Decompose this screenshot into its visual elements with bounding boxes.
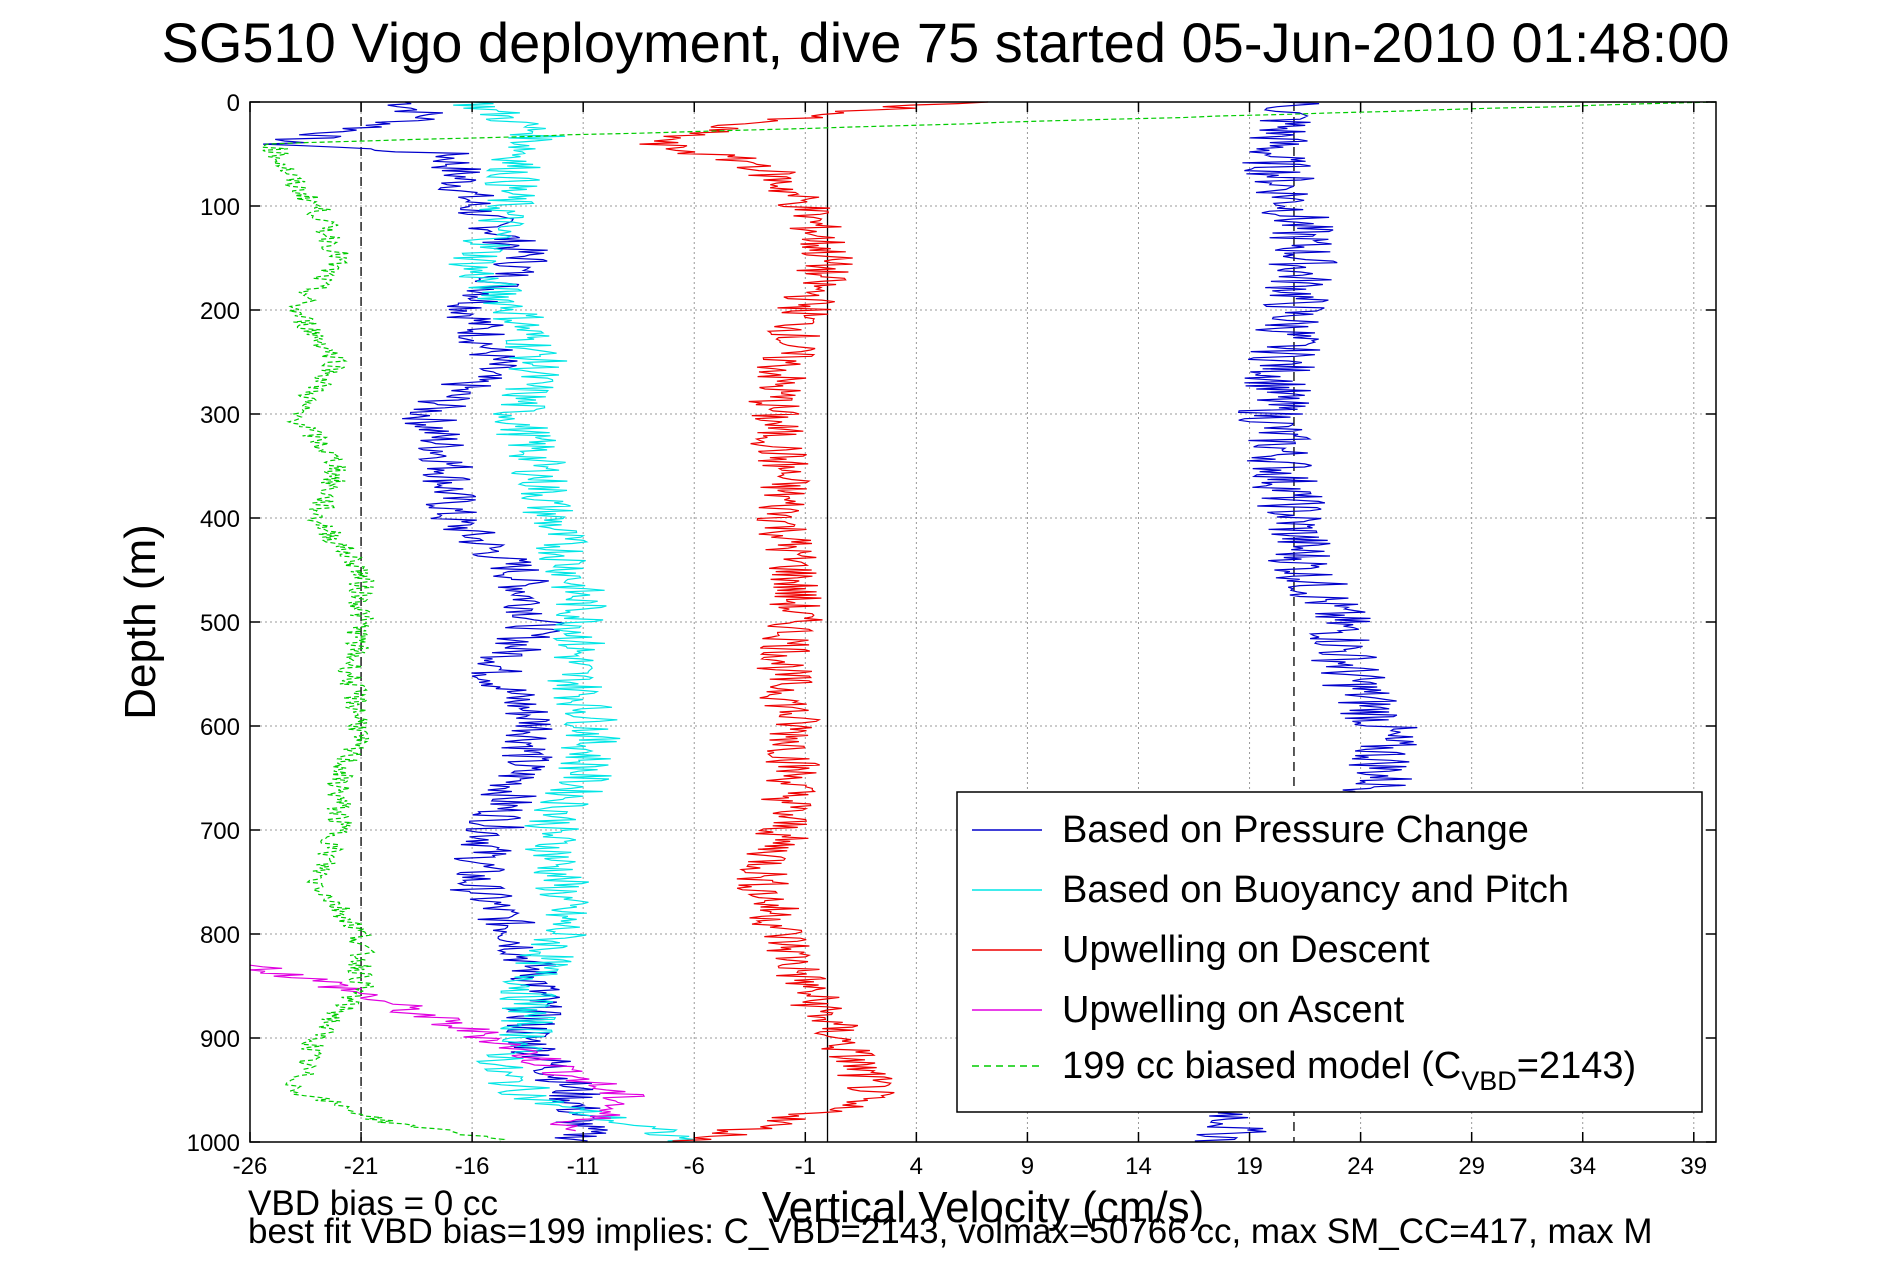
series-line: [260, 101, 1717, 1142]
x-tick-label: -11: [567, 1153, 600, 1180]
x-tick-label: 24: [1347, 1153, 1374, 1180]
series-line: [448, 101, 694, 1142]
y-tick-label: 0: [227, 90, 240, 117]
legend-items: Based on Pressure Change Based on Buoyanc…: [972, 809, 1569, 1031]
x-axis-label: Vertical Velocity (cm/s): [762, 1183, 1205, 1232]
y-tick-label: 200: [200, 298, 240, 325]
x-tick-label: -1: [795, 1153, 816, 1180]
y-tick-label: 400: [200, 506, 240, 533]
y-tick-label: 1000: [187, 1130, 240, 1157]
x-tick-label: -16: [455, 1153, 490, 1180]
x-tick-label: 4: [910, 1153, 923, 1180]
x-tick-label: 14: [1125, 1153, 1152, 1180]
legend-box: [956, 791, 1703, 1113]
y-tick-label: 500: [200, 610, 240, 637]
axis-ticks: -26 -21 -16 -11 -6 -1 4 9 14 19 24 29 34 39 0 100 200 300…: [187, 90, 1716, 1180]
y-tick-label: 900: [200, 1026, 240, 1053]
y-tick-label: 600: [200, 714, 240, 741]
x-tick-label: -21: [344, 1153, 379, 1180]
y-tick-label: 100: [200, 194, 240, 221]
x-tick-label: -6: [684, 1153, 705, 1180]
series-line: [639, 101, 989, 1142]
x-tick-label: 9: [1021, 1153, 1034, 1180]
x-tick-label: 19: [1236, 1153, 1263, 1180]
series-line: [249, 964, 646, 1132]
legend-label-model-tail: =2143): [1517, 1045, 1636, 1087]
x-tick-label: 39: [1680, 1153, 1707, 1180]
y-axis-label: Depth (m): [116, 524, 165, 720]
y-tick-label: 700: [200, 818, 240, 845]
legend-label: Based on Pressure Change: [1062, 809, 1529, 851]
x-tick-label: -26: [233, 1153, 268, 1180]
legend-label-model-sub: VBD: [1461, 1066, 1517, 1096]
legend-label-model-main: 199 cc biased model (C: [1062, 1045, 1461, 1087]
legend-label: Upwelling on Descent: [1062, 929, 1430, 971]
footnote-vbd-bias: VBD bias = 0 cc: [248, 1184, 498, 1223]
legend-label: Upwelling on Ascent: [1062, 989, 1405, 1031]
x-tick-label: 29: [1458, 1153, 1485, 1180]
y-tick-label: 300: [200, 402, 240, 429]
legend-label: Based on Buoyancy and Pitch: [1062, 869, 1569, 911]
series-line: [263, 101, 608, 1142]
footnote-best-fit: best fit VBD bias=199 implies: C_VBD=214…: [248, 1212, 1653, 1251]
x-tick-label: 34: [1569, 1153, 1596, 1180]
legend: Based on Pressure Change Based on Buoyanc…: [956, 791, 1703, 1113]
chart-title: SG510 Vigo deployment, dive 75 started 0…: [161, 11, 1730, 74]
y-tick-label: 800: [200, 922, 240, 949]
legend-label-model: 199 cc biased model (CVBD=2143): [1062, 1045, 1636, 1096]
